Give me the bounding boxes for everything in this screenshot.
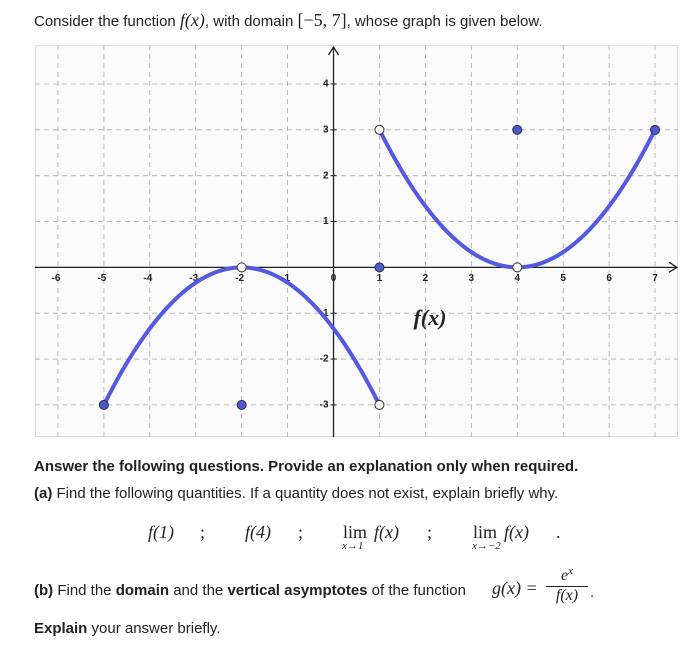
separator: ; (298, 522, 304, 542)
instructions: Answer the following questions. Provide … (34, 458, 579, 475)
text: your answer briefly. (87, 620, 221, 637)
y-tick-label: -2 (320, 354, 329, 365)
open-point (374, 124, 385, 135)
x-tick-label: 7 (652, 273, 658, 284)
part-a: (a) Find the following quantities. If a … (34, 485, 558, 502)
math: g(x) = (492, 578, 538, 598)
open-point (374, 399, 385, 410)
math: [−5, 7] (297, 10, 347, 30)
tag: (a) (34, 485, 53, 502)
text: of the function (367, 582, 466, 599)
x-tick-label: -1 (281, 273, 290, 284)
x-tick-label: 1 (377, 273, 383, 284)
math: f(x) (504, 522, 529, 542)
x-tick-label: 4 (514, 273, 520, 284)
y-tick-label: -3 (320, 400, 329, 411)
x-tick-label: -5 (97, 273, 106, 284)
y-tick-label: 4 (323, 79, 329, 90)
tag: (b) (34, 582, 54, 599)
bold: Explain (34, 620, 88, 637)
math: e (561, 567, 569, 584)
y-arrow (327, 45, 340, 56)
x-tick-label: 6 (606, 273, 612, 284)
y-tick-label: -1 (320, 308, 329, 319)
text: , with domain (204, 13, 298, 30)
filled-point (374, 262, 385, 273)
open-point (512, 262, 523, 273)
bold: domain (115, 582, 170, 599)
math: f(1) (148, 522, 174, 542)
filled-point (650, 124, 661, 135)
x-tick-label: -6 (52, 273, 61, 284)
graph-frame (35, 45, 678, 437)
y-tick-label: 2 (323, 170, 329, 181)
lim: lim (473, 522, 498, 542)
filled-point (236, 399, 247, 410)
math: f(x) (555, 587, 579, 604)
text: , whose graph is given below. (346, 13, 543, 30)
x-tick-label: -2 (235, 273, 244, 284)
x-tick-label: -4 (143, 273, 152, 284)
math: f(4) (245, 522, 271, 542)
text: and the (169, 582, 228, 599)
y-tick-label: 1 (323, 216, 329, 227)
x-arrow (668, 261, 678, 273)
explain: Explain your answer briefly. (34, 620, 220, 637)
text: . (590, 584, 595, 601)
fraction: ex f(x) (546, 565, 588, 605)
separator: ; (427, 522, 433, 542)
separator: ; (200, 522, 206, 542)
x-tick-label: 5 (560, 273, 566, 284)
part-b: (b) Find the domain and the vertical asy… (34, 582, 466, 599)
math: x (568, 565, 573, 577)
filled-point (512, 124, 523, 135)
math: f(x) (179, 10, 205, 30)
text: Find the following quantities. If a quan… (52, 485, 559, 502)
bold: vertical asymptotes (227, 582, 368, 599)
filled-point (98, 399, 109, 410)
y-tick-label: 3 (323, 124, 329, 135)
x-tick-label: -3 (189, 273, 198, 284)
open-point (236, 262, 247, 273)
text: Find the (53, 582, 116, 599)
intro: Consider the function f(x), with domain … (34, 10, 543, 31)
graph-label: f(x) (413, 305, 446, 330)
separator: . (556, 522, 561, 542)
lim-sub: x→1 (342, 540, 364, 552)
x-tick-label: 2 (423, 273, 429, 284)
lim: lim (343, 522, 368, 542)
x-tick-label: 3 (469, 273, 475, 284)
math: f(x) (374, 522, 399, 542)
lim-sub: x→−2 (472, 540, 501, 552)
text: Consider the function (34, 13, 180, 30)
